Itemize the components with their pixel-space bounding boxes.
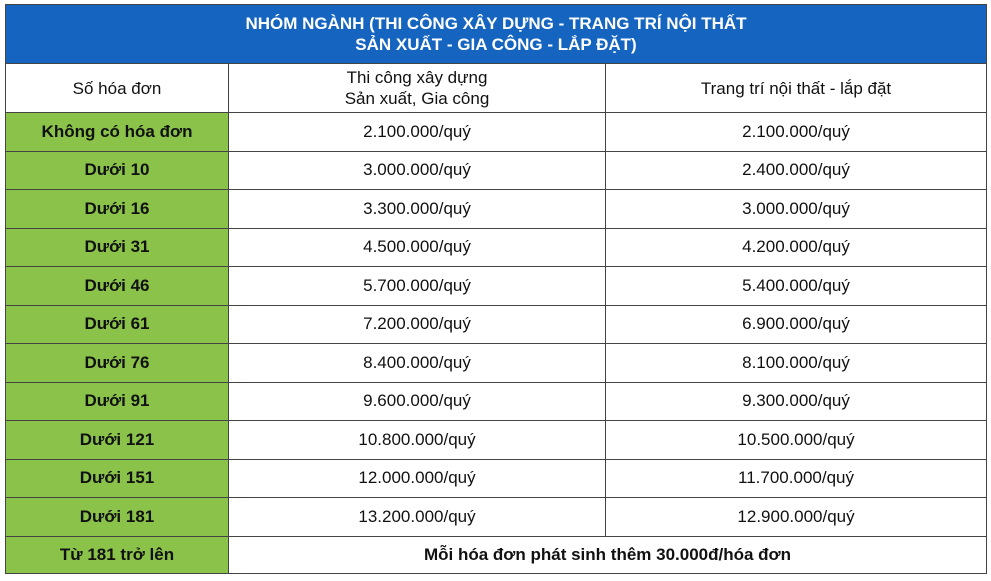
footer-note: Mỗi hóa đơn phát sinh thêm 30.000đ/hóa đ… [227,535,988,574]
row-label: Dưới 61 [5,304,229,344]
row-construction-price: 9.600.000/quý [228,381,606,421]
row-label: Không có hóa đơn [5,112,229,152]
table-title-line1: NHÓM NGÀNH (THI CÔNG XÂY DỰNG - TRANG TR… [245,14,747,33]
table-row: Dưới 76 8.400.000/quý 8.100.000/quý [5,343,988,383]
row-label: Dưới 31 [5,227,229,267]
row-label: Dưới 151 [5,458,229,498]
row-interior-price: 2.100.000/quý [604,112,988,152]
header-interior: Trang trí nội thất - lắp đặt [604,63,988,113]
row-label: Dưới 46 [5,266,229,306]
row-interior-price: 3.000.000/quý [604,189,988,229]
row-interior-price: 5.400.000/quý [604,266,988,306]
row-label: Dưới 10 [5,150,229,190]
row-construction-price: 3.000.000/quý [228,150,606,190]
row-label: Dưới 121 [5,420,229,460]
header-invoice-count: Số hóa đơn [5,63,229,113]
row-interior-price: 4.200.000/quý [604,227,988,267]
row-construction-price: 7.200.000/quý [228,304,606,344]
header-construction: Thi công xây dựng Sản xuất, Gia công [228,63,606,113]
row-construction-price: 3.300.000/quý [228,189,606,229]
table-row: Dưới 91 9.600.000/quý 9.300.000/quý [5,381,988,421]
row-construction-price: 13.200.000/quý [228,497,606,537]
table-title: NHÓM NGÀNH (THI CÔNG XÂY DỰNG - TRANG TR… [4,4,988,64]
table-row: Dưới 16 3.300.000/quý 3.000.000/quý [5,189,988,229]
row-interior-price: 9.300.000/quý [604,381,988,421]
row-construction-price: 12.000.000/quý [228,458,606,498]
table-row: Dưới 121 10.800.000/quý 10.500.000/quý [5,420,988,460]
header-row: Số hóa đơn Thi công xây dựng Sản xuất, G… [5,63,988,113]
row-construction-price: 5.700.000/quý [228,266,606,306]
header-construction-line2: Sản xuất, Gia công [344,89,490,108]
row-interior-price: 10.500.000/quý [604,420,988,460]
row-interior-price: 11.700.000/quý [604,458,988,498]
row-interior-price: 12.900.000/quý [604,497,988,537]
table-body: Không có hóa đơn 2.100.000/quý 2.100.000/q… [5,112,988,537]
table-row: Không có hóa đơn 2.100.000/quý 2.100.000/q… [5,112,988,152]
row-construction-price: 2.100.000/quý [228,112,606,152]
header-construction-line1: Thi công xây dựng [346,68,488,87]
table-row: Dưới 10 3.000.000/quý 2.400.000/quý [5,150,988,190]
row-construction-price: 10.800.000/quý [228,420,606,460]
footer-label: Từ 181 trở lên [5,535,229,574]
row-interior-price: 8.100.000/quý [604,343,988,383]
row-construction-price: 4.500.000/quý [228,227,606,267]
title-row: NHÓM NGÀNH (THI CÔNG XÂY DỰNG - TRANG TR… [4,4,988,64]
row-construction-price: 8.400.000/quý [228,343,606,383]
row-interior-price: 2.400.000/quý [604,150,988,190]
row-interior-price: 6.900.000/quý [604,304,988,344]
table-title-line2: SẢN XUẤT - GIA CÔNG - LẮP ĐẶT) [355,35,637,54]
table-row: Dưới 61 7.200.000/quý 6.900.000/quý [5,304,988,344]
price-table: NHÓM NGÀNH (THI CÔNG XÂY DỰNG - TRANG TR… [4,4,988,574]
table-row: Dưới 31 4.500.000/quý 4.200.000/quý [5,227,988,267]
row-label: Dưới 181 [5,497,229,537]
table-row: Dưới 181 13.200.000/quý 12.900.000/quý [5,497,988,537]
footer-row: Từ 181 trở lên Mỗi hóa đơn phát sinh thê… [5,535,988,574]
row-label: Dưới 16 [5,189,229,229]
table-row: Dưới 151 12.000.000/quý 11.700.000/quý [5,458,988,498]
row-label: Dưới 76 [5,343,229,383]
table-row: Dưới 46 5.700.000/quý 5.400.000/quý [5,266,988,306]
row-label: Dưới 91 [5,381,229,421]
